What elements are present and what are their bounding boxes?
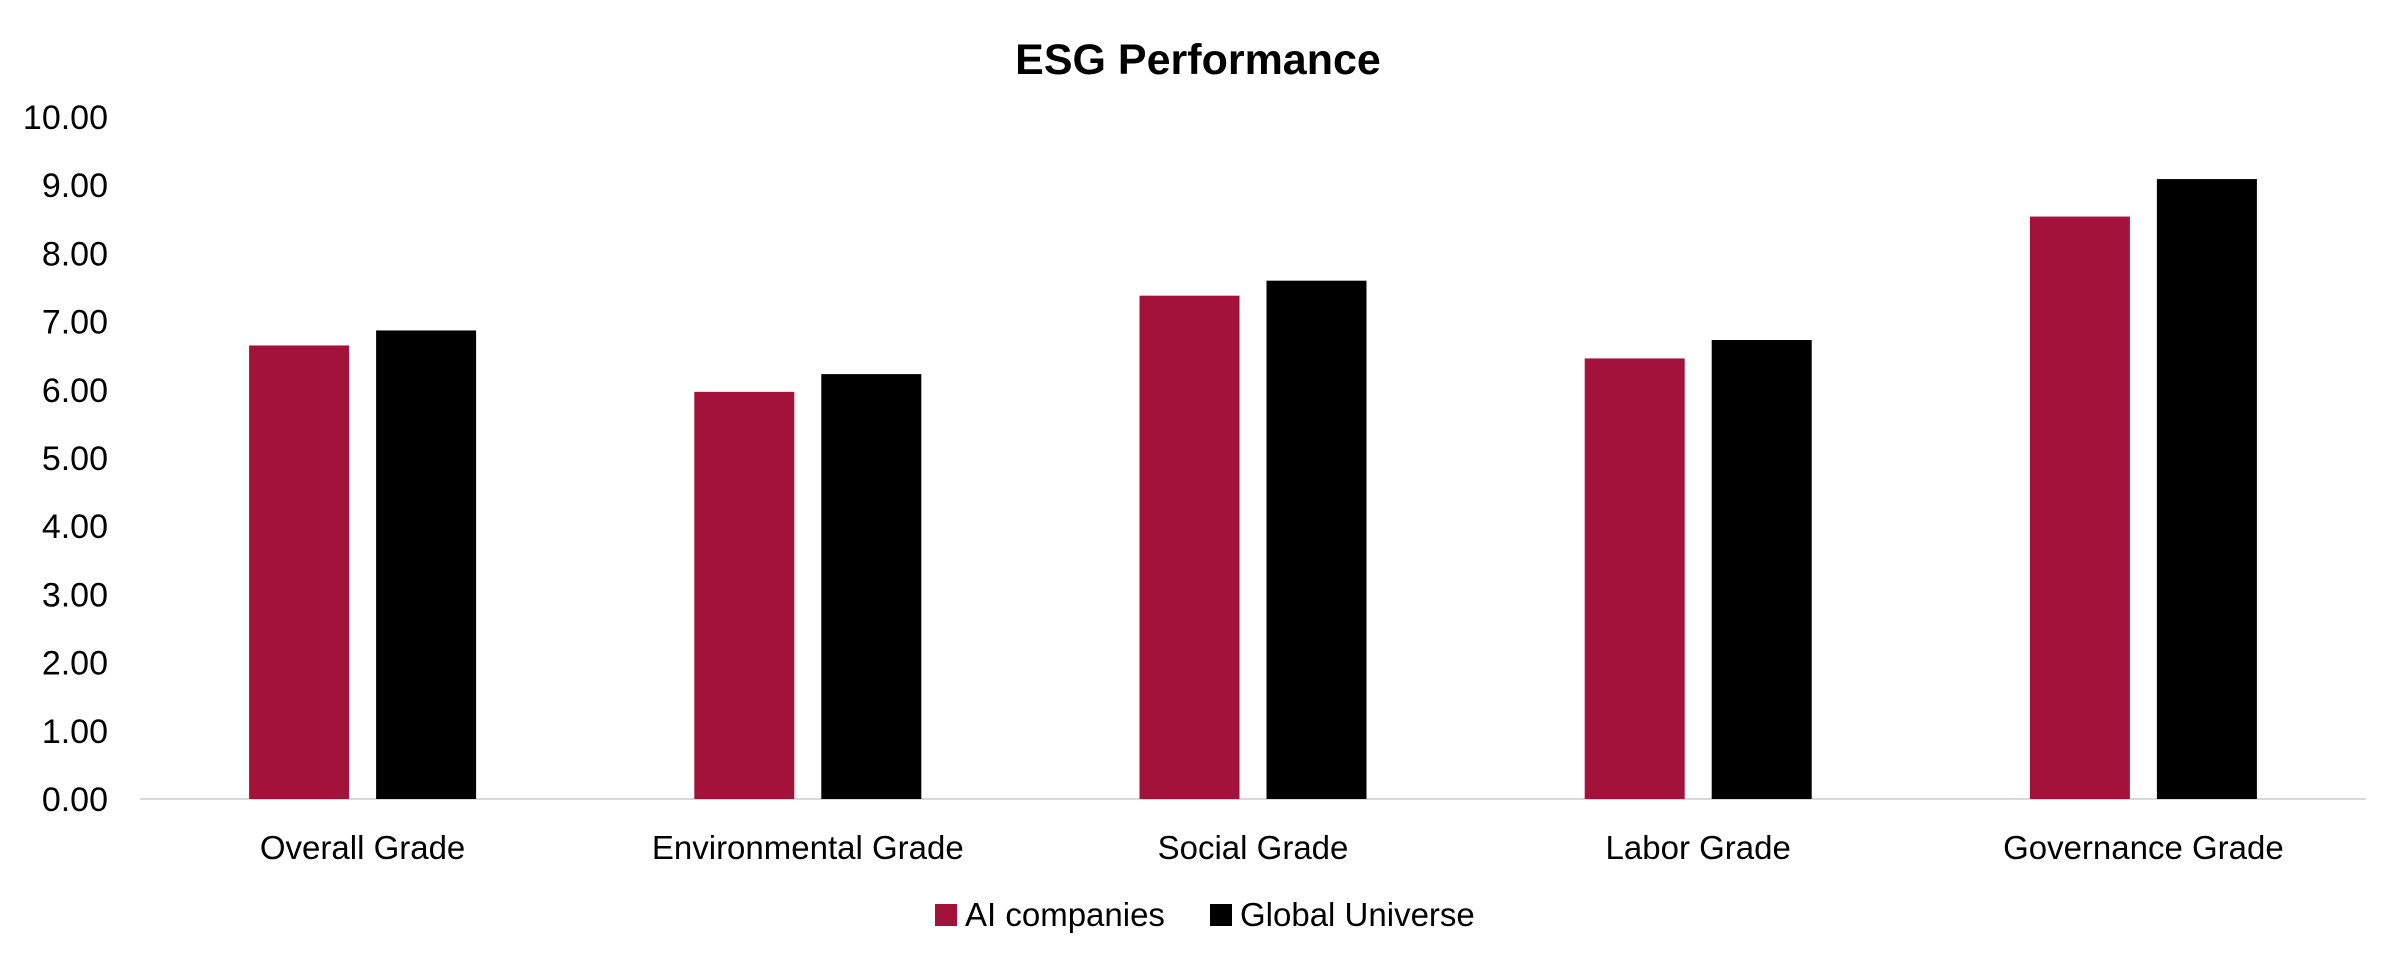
bar-ai-companies-3: [1584, 358, 1685, 799]
x-tick-label: Governance Grade: [2003, 829, 2284, 866]
bar-ai-companies-4: [2029, 216, 2130, 799]
bar-global-universe-4: [2156, 179, 2257, 799]
y-tick-label: 2.00: [42, 645, 108, 683]
x-tick-label: Labor Grade: [1606, 829, 1791, 866]
legend-swatch-ai-companies: [935, 904, 957, 926]
x-tick-label: Environmental Grade: [652, 829, 964, 866]
chart-title: ESG Performance: [1015, 36, 1381, 84]
y-tick-label: 10.00: [23, 99, 108, 137]
bar-global-universe-0: [376, 330, 477, 799]
y-tick-label: 9.00: [42, 167, 108, 205]
legend-label-global-universe: Global Universe: [1240, 896, 1475, 933]
y-tick-label: 5.00: [42, 440, 108, 478]
x-tick-label: Social Grade: [1158, 829, 1349, 866]
y-tick-label: 3.00: [42, 576, 108, 614]
y-axis: 0.00 1.00 2.00 3.00 4.00 5.00 6.00 7.00 8.00 9.00…: [23, 99, 108, 819]
y-tick-label: 8.00: [42, 235, 108, 273]
legend-label-ai-companies: AI companies: [965, 896, 1165, 933]
bar-global-universe-2: [1266, 280, 1367, 799]
bar-global-universe-3: [1711, 340, 1812, 799]
y-tick-label: 6.00: [42, 372, 108, 410]
y-tick-label: 0.00: [42, 781, 108, 819]
y-tick-label: 1.00: [42, 713, 108, 751]
legend: AI companies Global Universe: [935, 896, 1475, 933]
bars-group: [249, 179, 2257, 799]
legend-swatch-global-universe: [1210, 904, 1232, 926]
x-tick-label: Overall Grade: [260, 829, 465, 866]
bar-global-universe-1: [821, 374, 922, 799]
bar-ai-companies-0: [249, 345, 350, 799]
bar-ai-companies-1: [694, 391, 795, 799]
y-tick-label: 4.00: [42, 508, 108, 546]
y-tick-label: 7.00: [42, 304, 108, 342]
x-axis: Overall Grade Environmental Grade Social G…: [260, 829, 2284, 866]
bar-ai-companies-2: [1139, 295, 1240, 799]
